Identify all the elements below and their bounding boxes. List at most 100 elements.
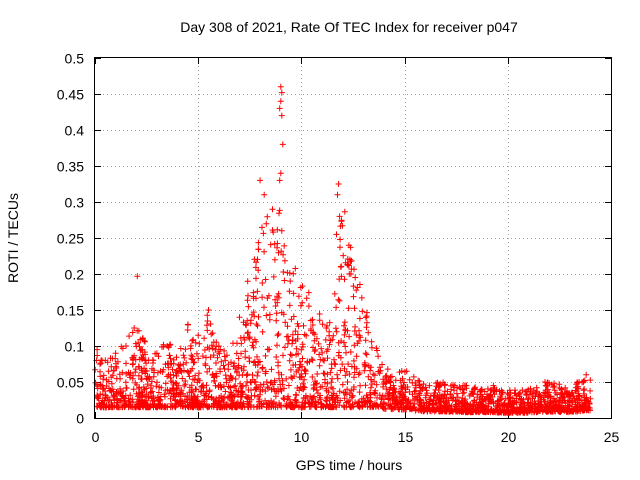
data-point-marker [160,366,167,373]
data-point-marker [326,319,333,326]
data-point-marker [180,390,187,397]
data-point-marker [276,207,283,214]
data-point-marker [142,370,149,377]
data-point-marker [362,362,369,369]
data-point-marker [316,311,323,317]
data-point-marker [147,389,154,396]
data-point-marker [196,370,202,377]
data-point-marker [362,337,369,344]
data-point-marker [259,294,266,301]
data-point-marker [234,399,241,406]
data-point-marker [112,363,119,370]
data-point-marker [311,348,318,355]
data-point-marker [166,352,173,359]
data-point-marker [439,392,445,399]
data-point-marker [102,388,109,395]
data-point-marker [235,355,242,362]
data-point-marker [490,388,497,395]
data-point-marker [288,316,295,323]
data-point-marker [238,340,245,347]
data-point-marker [228,359,234,366]
data-point-marker [164,373,171,380]
data-point-marker [283,402,289,409]
data-point-marker [301,376,308,383]
data-point-marker [122,397,129,404]
data-point-marker [333,304,340,311]
data-point-marker [463,382,470,389]
data-point-marker [213,360,219,366]
data-point-marker [406,400,413,407]
data-point-marker [306,358,313,365]
data-point-marker [416,378,423,385]
data-point-marker [341,331,348,338]
data-point-marker [164,343,171,349]
data-point-marker [98,402,105,408]
data-point-marker [92,366,99,373]
y-tick-label: 0.1 [65,339,85,355]
data-point-marker [147,403,153,410]
data-point-marker [512,390,519,397]
data-point-marker [313,387,320,393]
data-point-marker [518,403,525,410]
data-point-marker [319,321,326,328]
data-point-marker [324,355,331,362]
data-point-marker [184,321,191,328]
data-point-marker [215,398,222,405]
data-point-marker [217,368,224,375]
data-point-marker [434,379,441,386]
data-point-marker [172,369,179,376]
data-point-marker [118,389,124,396]
data-point-marker [245,401,252,408]
data-point-marker [127,392,134,399]
data-point-marker [142,399,149,406]
data-point-marker [384,366,391,373]
data-point-marker [200,398,206,405]
data-point-marker [350,293,357,300]
data-point-marker [179,375,186,382]
data-point-marker [476,396,483,403]
data-point-marker [315,340,322,347]
data-point-marker [519,400,526,407]
data-point-marker [276,105,283,112]
data-point-marker [516,393,523,400]
data-point-marker [201,347,208,353]
data-point-marker [333,328,340,335]
data-point-marker [312,398,319,405]
data-point-marker [254,288,261,295]
data-point-marker [122,379,129,386]
data-point-marker [294,320,301,327]
data-point-marker [94,346,101,353]
data-point-marker [180,352,187,359]
data-point-marker [197,401,203,408]
data-point-marker [293,368,300,375]
data-point-marker [477,391,484,398]
data-point-marker [553,402,559,409]
data-point-marker [335,181,342,187]
data-point-marker [189,337,196,344]
data-point-marker [319,349,326,356]
data-point-marker [309,374,316,380]
data-point-marker [301,367,308,374]
data-point-marker [220,362,227,369]
data-point-marker [328,404,335,411]
data-point-marker [551,395,557,402]
data-point-marker [418,403,424,409]
data-point-marker [264,384,271,391]
data-point-marker [447,408,454,415]
data-point-marker [356,338,362,344]
data-point-marker [177,389,184,396]
data-point-marker [119,369,126,376]
data-point-marker [164,403,171,410]
data-point-marker [317,384,324,391]
data-point-marker [309,322,316,328]
data-point-marker [390,394,397,401]
data-point-marker [235,362,242,369]
data-point-marker [259,280,266,286]
data-point-marker [134,273,141,280]
data-point-marker [324,322,330,329]
data-point-marker [564,388,570,395]
data-point-marker [259,328,266,335]
data-point-marker [527,399,534,406]
data-point-marker [166,390,172,397]
data-point-marker [369,344,375,351]
